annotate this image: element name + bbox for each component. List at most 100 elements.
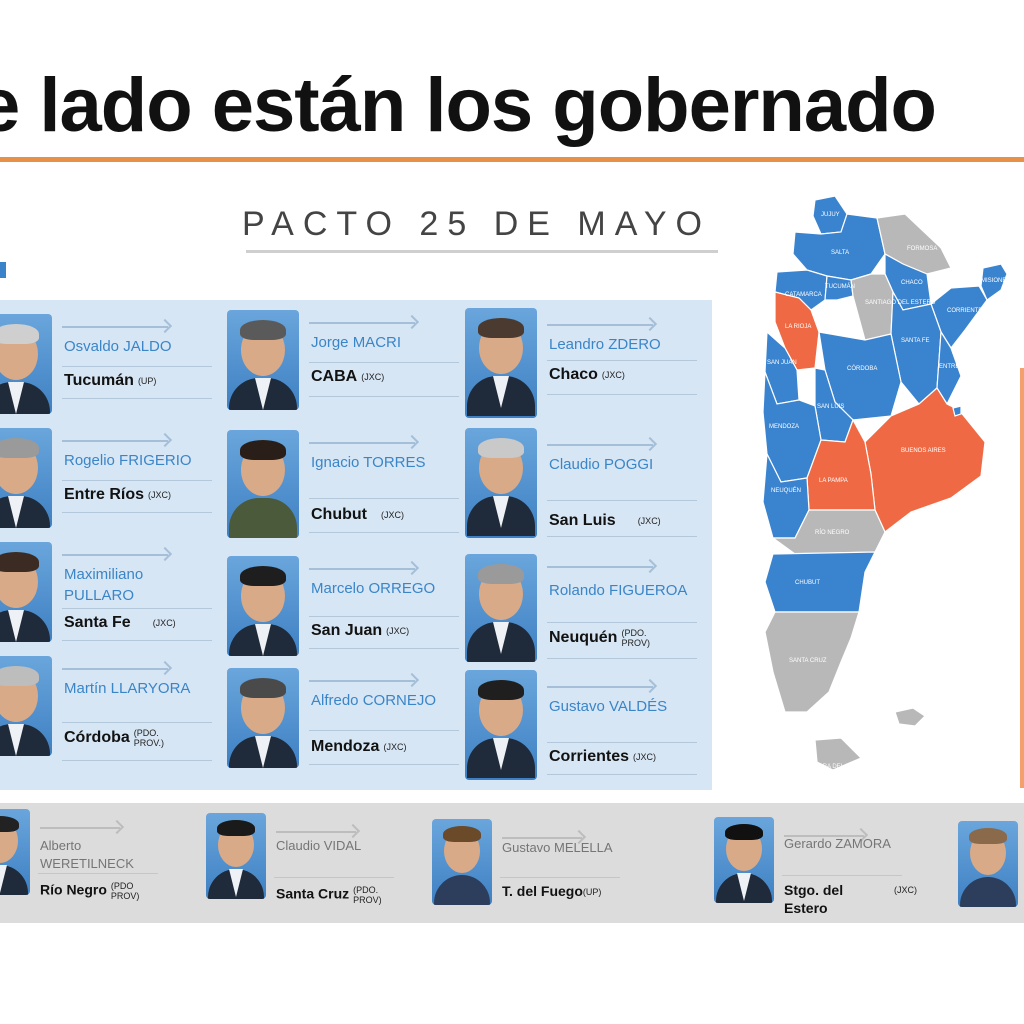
province-label: Chaco (JXC) <box>549 366 625 383</box>
governor-name: Jorge MACRI <box>311 334 402 351</box>
section-title: PACTO 25 DE MAYO <box>242 205 711 243</box>
divider <box>62 480 212 481</box>
map-label: RÍO NEGRO <box>815 529 850 536</box>
governor-card[interactable] <box>958 815 1024 925</box>
province-chubut <box>764 551 876 613</box>
governor-name: Leandro ZDERO <box>549 336 661 353</box>
headline: e lado están los gobernado <box>0 63 937 148</box>
map-label: SAN JUAN <box>767 360 797 366</box>
divider <box>547 658 697 659</box>
map-label: CÓRDOBA <box>847 365 877 372</box>
arrow-icon <box>502 837 582 839</box>
map-label: CATAMARCA <box>785 292 822 298</box>
province-tucuman <box>824 275 854 301</box>
governor-photo <box>0 542 52 642</box>
province-label: T. del Fuego(UP) <box>502 883 602 899</box>
map-label: BUENOS AIRES <box>901 448 946 454</box>
argentina-map: JUJUY SALTA FORMOSA TUCUMÁN CATAMARCA SA… <box>762 195 1010 771</box>
governor-name: Maximiliano PULLARO <box>64 566 144 604</box>
map-label: LA RIOJA <box>785 324 811 330</box>
signer-card[interactable]: Osvaldo JALDO Tucumán (UP) <box>0 314 212 424</box>
map-label: NEUQUÉN <box>771 487 801 494</box>
provinces <box>762 195 1008 771</box>
map-label: CHUBUT <box>795 580 820 586</box>
arrow-icon <box>62 668 168 670</box>
map-label: SAN LUIS <box>817 404 844 410</box>
governor-photo <box>0 428 52 528</box>
governor-card[interactable]: Alberto WERETILNECK Río Negro (PDO PROV) <box>0 803 190 913</box>
governor-name: Gustavo MELELLA <box>502 840 613 855</box>
signer-card[interactable]: Rogelio FRIGERIO Entre Ríos (JXC) <box>0 428 212 538</box>
governor-photo <box>714 817 774 903</box>
governor-photo <box>432 819 492 905</box>
map-label: ENTRE RÍOS <box>939 363 976 370</box>
governor-photo <box>465 308 537 418</box>
divider <box>274 877 394 878</box>
governor-name: Marcelo ORREGO <box>311 580 436 597</box>
governor-photo <box>227 310 299 410</box>
province-label: San Juan (JXC) <box>311 622 410 639</box>
blue-tick-marker <box>0 262 6 278</box>
province-label: San Luis (JXC) <box>549 512 661 529</box>
map-labels: JUJUY SALTA FORMOSA TUCUMÁN CATAMARCA SA… <box>767 212 1010 770</box>
province-label: Santa Fe (JXC) <box>64 614 176 631</box>
governor-photo <box>465 670 537 780</box>
signer-card[interactable]: Jorge MACRI CABA (JXC) <box>227 310 459 420</box>
divider <box>62 398 212 399</box>
signer-card[interactable]: Claudio POGGI San Luis (JXC) <box>465 428 697 538</box>
arrow-icon <box>547 324 653 326</box>
signer-card[interactable]: Leandro ZDERO Chaco (JXC) <box>465 308 697 418</box>
signer-card[interactable]: Marcelo ORREGO San Juan (JXC) <box>227 556 459 666</box>
governor-name: Alfredo CORNEJO <box>311 692 437 709</box>
arrow-icon <box>547 686 653 688</box>
divider <box>782 875 902 876</box>
governor-card[interactable]: Gustavo MELELLA T. del Fuego(UP) <box>432 813 632 923</box>
signer-card[interactable]: Rolando FIGUEROA Neuquén (PDO. PROV) <box>465 554 697 664</box>
signer-card[interactable]: Martín LLARYORA Córdoba (PDO. PROV.) <box>0 656 212 766</box>
divider <box>309 764 459 765</box>
arrow-icon <box>40 827 120 829</box>
governor-name: Gustavo VALDÉS <box>549 698 668 715</box>
arrow-icon <box>62 440 168 442</box>
arrow-icon <box>62 326 168 328</box>
province-santiago <box>850 273 894 341</box>
governor-photo <box>0 809 30 895</box>
governor-card[interactable]: Claudio VIDAL Santa Cruz (PDO. PROV) <box>206 807 426 917</box>
divider <box>309 362 459 363</box>
section-title-rule <box>246 250 718 253</box>
governor-photo <box>206 813 266 899</box>
divider <box>309 648 459 649</box>
province-caba <box>952 405 962 417</box>
province-label: Corrientes (JXC) <box>549 748 657 765</box>
map-label: MISIONES <box>981 278 1010 284</box>
signer-card[interactable]: Gustavo VALDÉS Corrientes (JXC) <box>465 670 697 780</box>
province-label: Río Negro (PDO PROV) <box>40 881 140 901</box>
islas-malvinas <box>894 707 926 727</box>
governor-card[interactable]: Gerardo ZAMORA Stgo. del Estero (JXC) <box>714 811 917 921</box>
divider <box>62 760 212 761</box>
divider <box>62 608 212 609</box>
province-label: Neuquén (PDO. PROV) <box>549 628 650 648</box>
province-salta <box>792 213 886 281</box>
governor-name: Claudio POGGI <box>549 456 654 473</box>
divider <box>547 622 697 623</box>
governor-photo <box>227 430 299 538</box>
divider <box>547 536 697 537</box>
signer-card[interactable]: Maximiliano PULLARO Santa Fe (JXC) <box>0 542 212 652</box>
map-label: FORMOSA <box>907 246 937 252</box>
province-label: CABA (JXC) <box>311 368 385 385</box>
province-label: Entre Ríos (JXC) <box>64 486 172 503</box>
province-label: Chubut (JXC) <box>311 506 404 523</box>
divider <box>309 616 459 617</box>
divider <box>62 722 212 723</box>
map-label: TUCUMÁN <box>825 283 855 290</box>
governor-name: Alberto WERETILNECK <box>40 838 134 871</box>
province-label: Tucumán (UP) <box>64 372 157 389</box>
governor-photo <box>0 314 52 414</box>
signer-card[interactable]: Ignacio TORRES Chubut (JXC) <box>227 430 459 540</box>
governor-name: Rogelio FRIGERIO <box>64 452 192 469</box>
arrow-icon <box>309 680 415 682</box>
non-signers-band: Alberto WERETILNECK Río Negro (PDO PROV) … <box>0 803 1024 923</box>
signer-card[interactable]: Alfredo CORNEJO Mendoza (JXC) <box>227 668 459 778</box>
governor-photo <box>465 428 537 538</box>
